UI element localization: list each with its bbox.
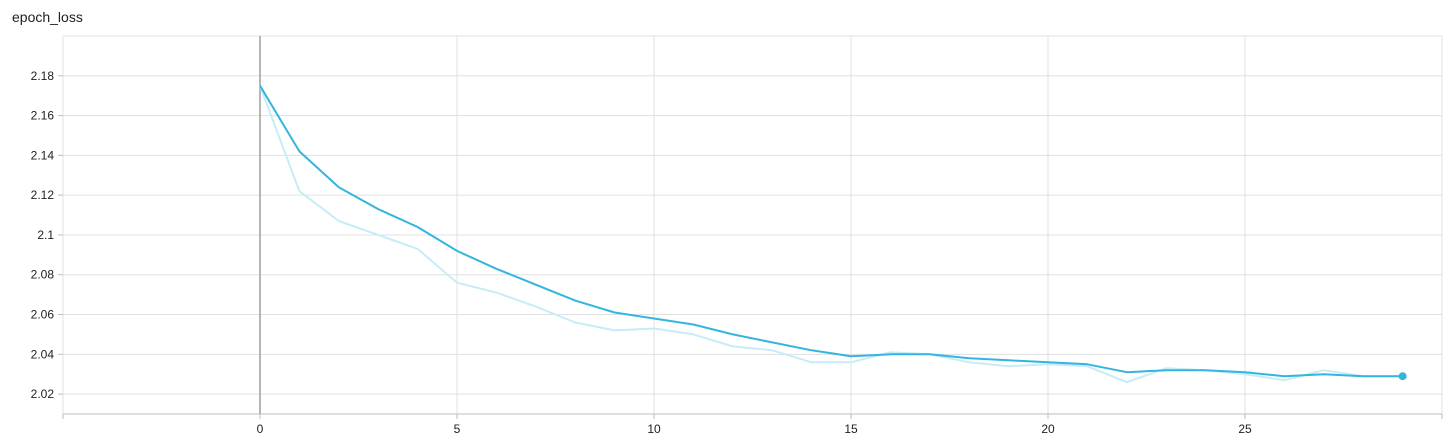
axis-ticks: 2.02 2.04 2.06 2.08 2.1 2.12 2.14 2.16 2.18 0 5 10 1…	[31, 69, 1443, 436]
chart-title: epoch_loss	[12, 9, 83, 25]
x-tick-label: 0	[257, 422, 264, 436]
y-tick-label: 2.16	[31, 109, 55, 123]
y-tick-label: 2.18	[31, 69, 55, 83]
series-lines	[259, 85, 1407, 384]
y-tick-label: 2.14	[31, 148, 55, 162]
y-tick-label: 2.12	[31, 188, 55, 202]
last-point-marker	[1398, 372, 1407, 381]
y-tick-label: 2.06	[31, 308, 55, 322]
y-tick-label: 2.02	[31, 387, 55, 401]
x-tick-label: 25	[1238, 422, 1252, 436]
y-tick-label: 2.08	[31, 268, 55, 282]
y-tick-label: 2.04	[31, 347, 55, 361]
x-tick-label: 20	[1041, 422, 1055, 436]
grid-lines	[62, 35, 1443, 414]
x-tick-label: 10	[647, 422, 661, 436]
raw-series-line	[259, 85, 1403, 384]
y-tick-label: 2.1	[37, 228, 54, 242]
x-tick-label: 15	[844, 422, 858, 436]
x-tick-label: 5	[454, 422, 461, 436]
smoothed-series-line	[259, 85, 1403, 378]
